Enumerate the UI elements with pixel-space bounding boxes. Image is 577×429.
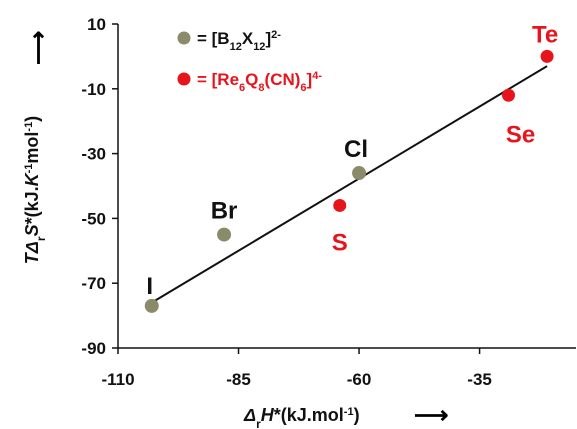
data-label-br: Br (211, 198, 238, 225)
data-label-i: I (146, 273, 153, 300)
data-label-te: Te (532, 21, 558, 48)
x-tick-label: -110 (101, 370, 134, 389)
y-tick-labels: 10 -10 -30 -50 -70 -90 (81, 15, 118, 358)
legend-marker-series-1 (177, 31, 191, 45)
y-axis-label: TΔrS*(kJ.K-1mol-1) (22, 116, 48, 264)
data-point-s (333, 198, 347, 212)
y-axis-title: TΔrS*(kJ.K-1mol-1) ⟶ (22, 31, 52, 265)
x-tick-labels: -110 -85 -60 -35 (101, 348, 492, 389)
x-tick-label: -85 (226, 370, 251, 389)
data-label-s: S (332, 229, 348, 256)
legend-label-series-1: = [B12X12]2- (197, 29, 281, 53)
legend-marker-series-2 (177, 72, 191, 86)
data-point-i (144, 298, 159, 313)
x-axis-title: ΔrH*(kJ.mol-1) ⟶ (243, 402, 448, 429)
data-point-te (540, 49, 554, 63)
y-tick-label: -90 (81, 339, 106, 358)
y-axis-arrow: ⟶ (25, 31, 52, 65)
data-point-br (217, 227, 232, 242)
trend-line (151, 65, 548, 304)
x-tick-label: -60 (347, 370, 372, 389)
legend-label-series-2: = [Re6Q8(CN)6]4- (197, 70, 322, 94)
y-tick-label: 10 (87, 15, 106, 34)
y-tick-label: -50 (81, 209, 106, 228)
y-tick-label: -70 (81, 274, 106, 293)
x-axis-label: ΔrH*(kJ.mol-1) (243, 405, 360, 429)
data-label-cl: Cl (344, 136, 368, 163)
data-label-se: Se (506, 121, 535, 148)
x-axis-arrow: ⟶ (414, 402, 448, 429)
y-tick-label: -10 (81, 80, 106, 99)
data-point-cl (352, 166, 367, 181)
data-point-se (502, 88, 516, 102)
x-tick-label: -35 (467, 370, 492, 389)
legend: = [B12X12]2- = [Re6Q8(CN)6]4- (177, 29, 322, 94)
data-points: I Br Cl S Se Te (144, 21, 558, 313)
y-tick-label: -30 (81, 145, 106, 164)
